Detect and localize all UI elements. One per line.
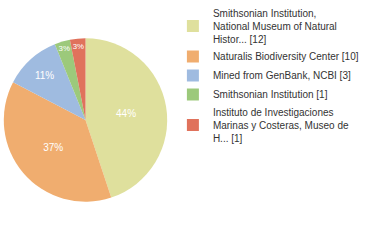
svg-text:3%: 3%: [59, 44, 70, 53]
svg-text:Mined from GenBank, NCBI [3]: Mined from GenBank, NCBI [3]: [213, 70, 351, 81]
svg-text:Instituto de InvestigacionesMa: Instituto de InvestigacionesMarinas y Co…: [213, 107, 349, 144]
svg-text:44%: 44%: [116, 108, 136, 119]
svg-text:Smithsonian Institution [1]: Smithsonian Institution [1]: [213, 89, 328, 100]
svg-text:Smithsonian Institution,Nation: Smithsonian Institution,National Museum …: [213, 8, 337, 45]
svg-text:Naturalis Biodiversity Center: Naturalis Biodiversity Center [10]: [213, 51, 359, 62]
svg-text:3%: 3%: [73, 42, 84, 51]
svg-text:11%: 11%: [35, 70, 54, 81]
svg-text:37%: 37%: [43, 142, 63, 153]
